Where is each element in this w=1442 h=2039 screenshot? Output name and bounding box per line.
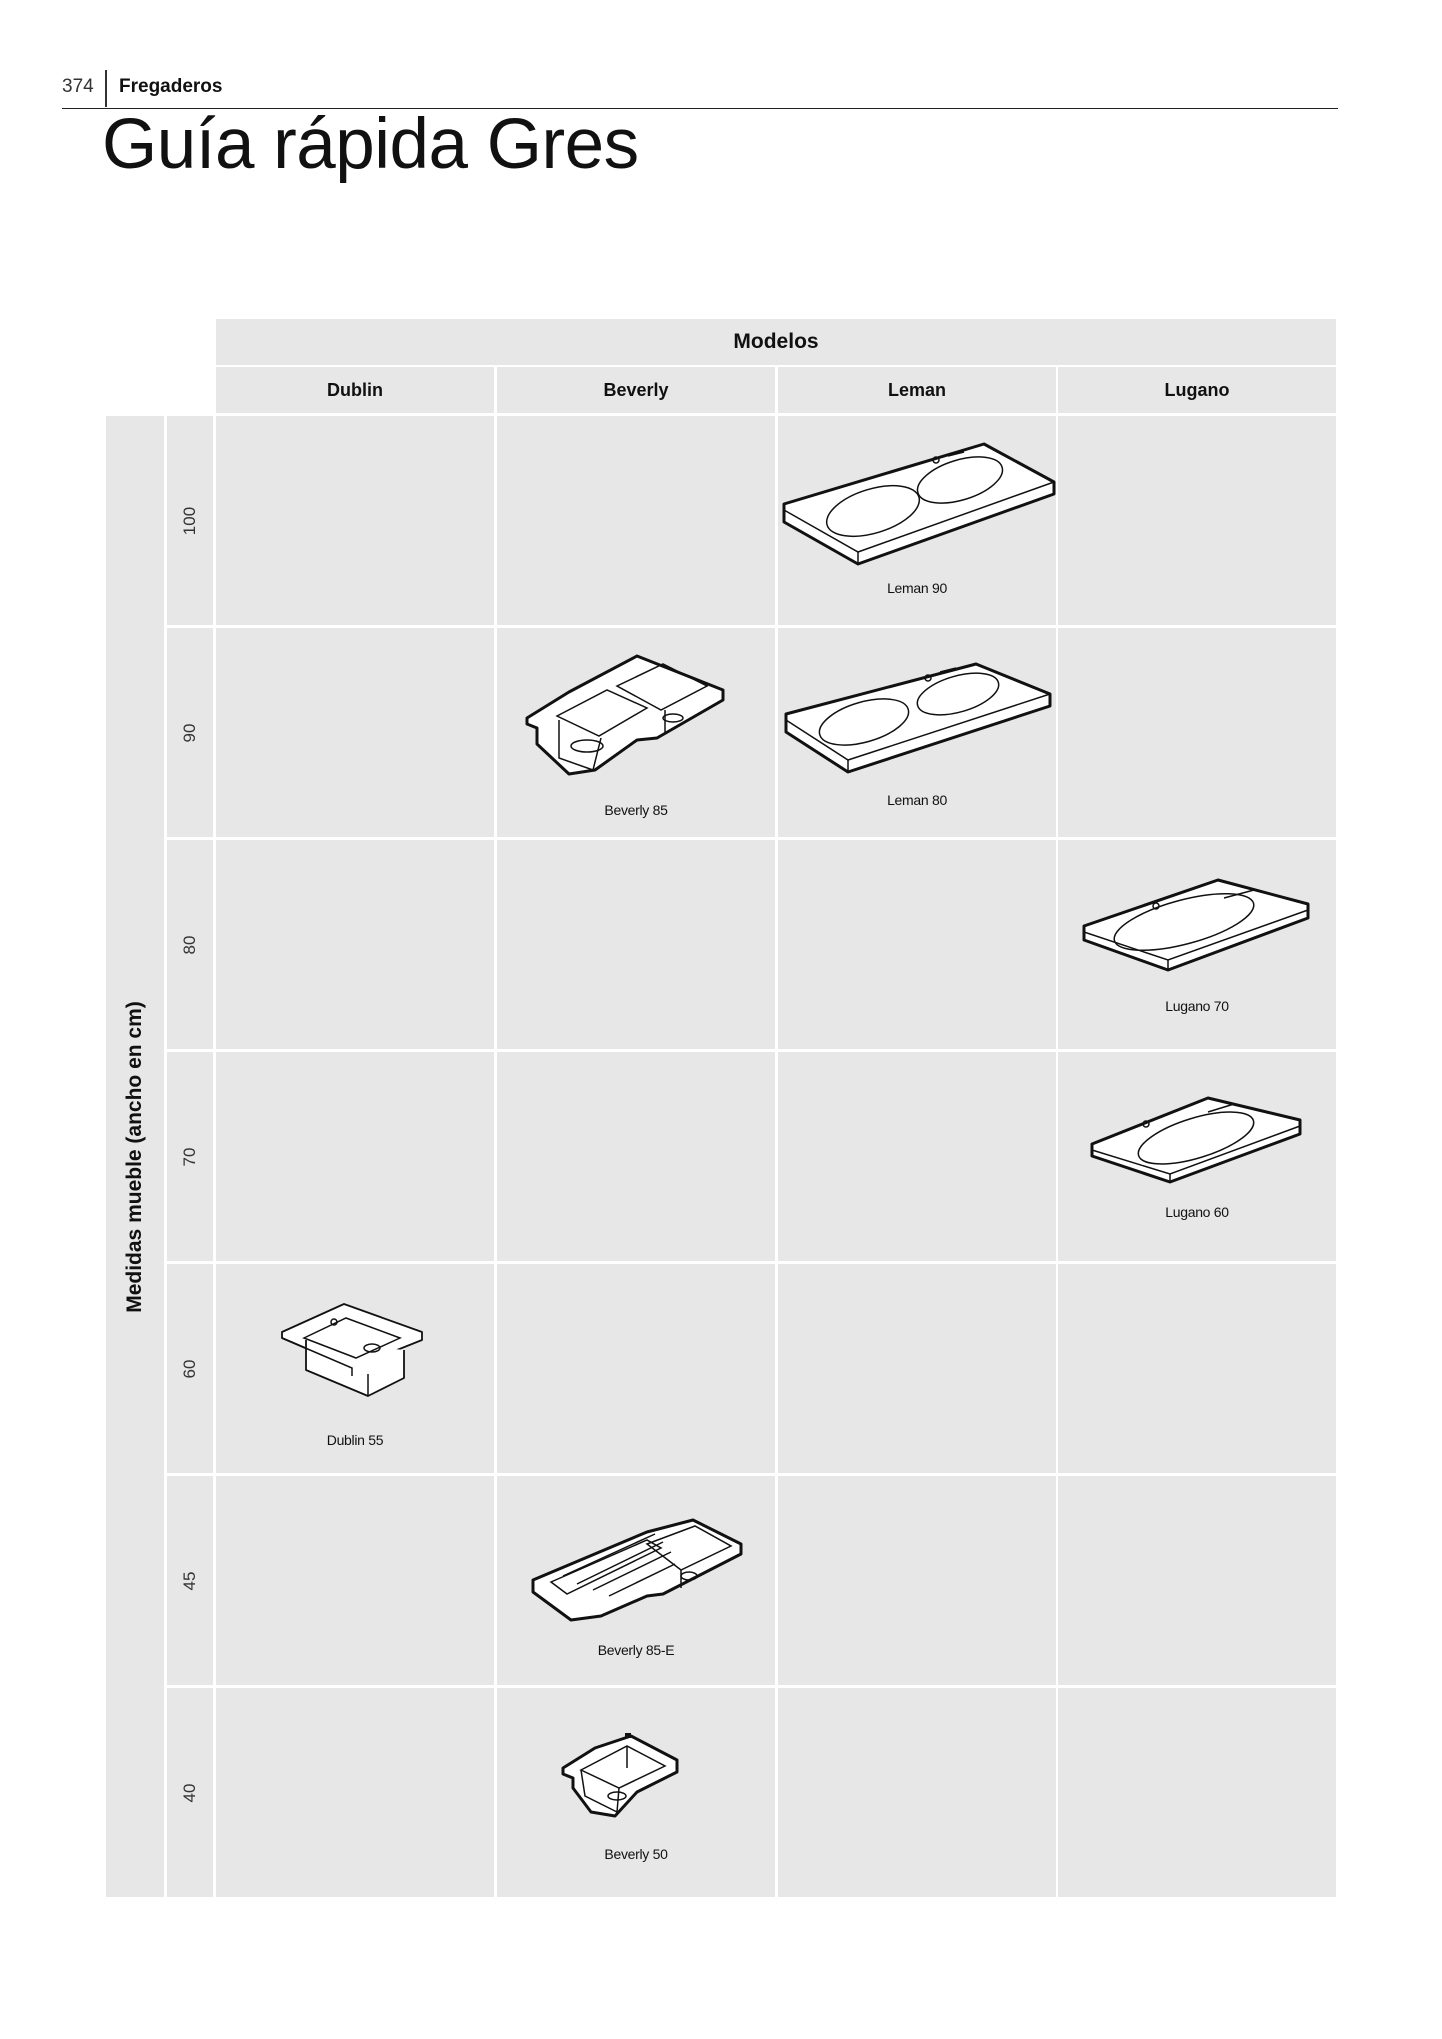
cell-dublin-70: [216, 1052, 494, 1261]
col-header-beverly: Beverly: [497, 367, 775, 413]
cell-beverly-70: [497, 1052, 775, 1261]
leman-sink-image: [782, 442, 1056, 566]
cell-dublin-80: [216, 840, 494, 1049]
cell-beverly-45: Beverly 85-E: [497, 1476, 775, 1685]
cell-leman-45: [778, 1476, 1056, 1685]
cell-beverly-80: [497, 840, 775, 1049]
page-title: Guía rápida Gres: [102, 105, 639, 184]
size-label: 70: [180, 1147, 199, 1166]
cell-beverly-90: Beverly 85: [497, 628, 775, 837]
product-label: Dublin 55: [326, 1432, 384, 1448]
product-lugano-70[interactable]: Lugano 70: [1058, 840, 1336, 1049]
cell-lugano-100: [1058, 416, 1336, 625]
models-header: Modelos: [216, 319, 1336, 365]
product-leman-80[interactable]: Leman 80: [778, 628, 1056, 837]
row-header-80: 80: [167, 840, 213, 1049]
cell-dublin-60: Dublin 55: [216, 1264, 494, 1473]
cell-lugano-90: [1058, 628, 1336, 837]
header-divider: [105, 70, 107, 107]
size-label: 45: [180, 1571, 199, 1590]
row-axis-header: Medidas mueble (ancho en cm): [106, 416, 164, 1897]
cell-beverly-60: [497, 1264, 775, 1473]
cell-lugano-40: [1058, 1688, 1336, 1897]
cell-leman-80: [778, 840, 1056, 1049]
cell-leman-90: Leman 80: [778, 628, 1056, 837]
col-header-lugano: Lugano: [1058, 367, 1336, 413]
lugano-sink-image: [1090, 1096, 1302, 1184]
row-header-40: 40: [167, 1688, 213, 1897]
size-label: 90: [180, 723, 199, 742]
lugano-sink-image: [1082, 878, 1310, 972]
cell-beverly-100: [497, 416, 775, 625]
cell-leman-100: Leman 90: [778, 416, 1056, 625]
row-axis-label: Medidas mueble (ancho en cm): [123, 1000, 146, 1313]
size-label: 100: [180, 506, 199, 535]
col-header-leman: Leman: [778, 367, 1056, 413]
product-beverly-85-e[interactable]: Beverly 85-E: [497, 1476, 775, 1685]
cell-leman-60: [778, 1264, 1056, 1473]
product-dublin-55[interactable]: Dublin 55: [216, 1264, 494, 1473]
cell-dublin-45: [216, 1476, 494, 1685]
beverly-small-sink-image: [561, 1733, 679, 1818]
product-beverly-50[interactable]: Beverly 50: [497, 1688, 775, 1897]
size-label: 40: [180, 1783, 199, 1802]
cell-dublin-40: [216, 1688, 494, 1897]
product-label: Lugano 70: [1165, 998, 1229, 1014]
page-number: 374: [62, 76, 94, 97]
product-label: Leman 80: [887, 792, 947, 808]
size-label: 80: [180, 935, 199, 954]
page-header: 374 Fregaderos: [62, 70, 1338, 109]
row-header-60: 60: [167, 1264, 213, 1473]
cell-beverly-40: Beverly 50: [497, 1688, 775, 1897]
product-label: Beverly 85-E: [597, 1642, 675, 1658]
cell-dublin-100: [216, 416, 494, 625]
cell-leman-70: [778, 1052, 1056, 1261]
section-name: Fregaderos: [119, 76, 223, 97]
row-header-90: 90: [167, 628, 213, 837]
col-header-dublin: Dublin: [216, 367, 494, 413]
beverly-sink-image: [525, 654, 725, 776]
cell-lugano-60: [1058, 1264, 1336, 1473]
row-header-100: 100: [167, 416, 213, 625]
row-header-70: 70: [167, 1052, 213, 1261]
product-label: Lugano 60: [1165, 1204, 1229, 1220]
product-lugano-60[interactable]: Lugano 60: [1058, 1052, 1336, 1261]
size-label: 60: [180, 1359, 199, 1378]
beverly-drainer-sink-image: [531, 1518, 743, 1622]
product-label: Beverly 85: [604, 802, 668, 818]
dublin-sink-image: [281, 1303, 423, 1397]
product-label: Leman 90: [887, 580, 947, 596]
cell-leman-40: [778, 1688, 1056, 1897]
leman-sink-image: [784, 662, 1052, 774]
cell-dublin-90: [216, 628, 494, 837]
product-label: Beverly 50: [604, 1846, 668, 1862]
product-leman-90[interactable]: Leman 90: [778, 416, 1056, 625]
cell-lugano-45: [1058, 1476, 1336, 1685]
row-header-45: 45: [167, 1476, 213, 1685]
product-beverly-85[interactable]: Beverly 85: [497, 628, 775, 837]
cell-lugano-80: Lugano 70: [1058, 840, 1336, 1049]
quick-guide-table: Modelos Dublin Beverly Leman Lugano Medi…: [106, 319, 1336, 1897]
cell-lugano-70: Lugano 60: [1058, 1052, 1336, 1261]
